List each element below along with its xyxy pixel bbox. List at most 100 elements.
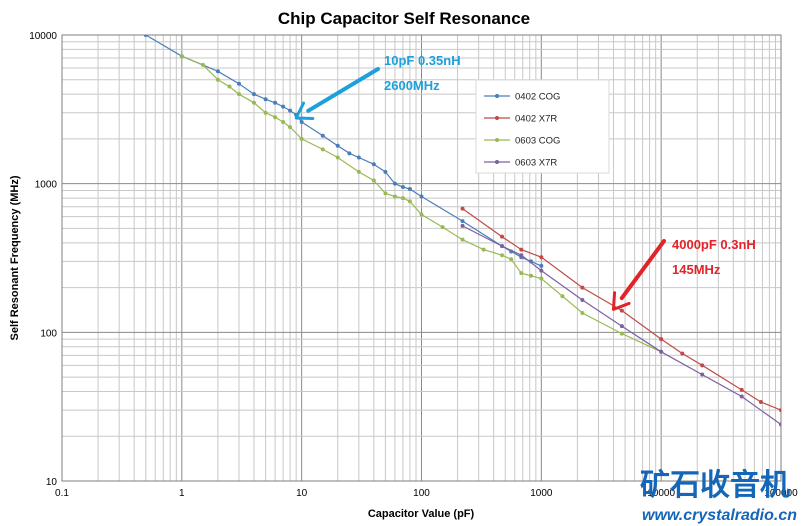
series-0402-cog bbox=[143, 35, 544, 268]
legend-marker bbox=[495, 116, 499, 120]
chart-title: Chip Capacitor Self Resonance bbox=[278, 9, 530, 28]
data-point bbox=[509, 257, 514, 262]
data-point bbox=[273, 115, 278, 120]
data-point bbox=[320, 133, 325, 138]
series-line bbox=[462, 208, 781, 411]
data-point bbox=[500, 244, 505, 249]
data-point bbox=[700, 372, 705, 377]
data-point bbox=[440, 225, 445, 230]
data-point bbox=[400, 184, 405, 189]
data-point bbox=[383, 191, 388, 196]
legend-label: 0402 COG bbox=[515, 92, 560, 103]
data-point bbox=[519, 247, 524, 252]
data-point bbox=[320, 147, 325, 152]
data-point bbox=[356, 169, 361, 174]
y-tick-label: 1000 bbox=[35, 180, 58, 191]
data-point bbox=[356, 155, 361, 160]
data-point bbox=[560, 294, 565, 299]
legend-marker bbox=[495, 160, 499, 164]
legend-marker bbox=[495, 94, 499, 98]
data-point bbox=[460, 206, 465, 211]
legend: 0402 COG 0402 X7R 0603 COG 0603 X7R bbox=[475, 79, 610, 174]
tick-labels: 0.1 1 10 100 1000 10000 100000 10 100 1000 10000 bbox=[29, 31, 798, 499]
data-point bbox=[288, 108, 293, 113]
annotation-arrow-red bbox=[611, 239, 666, 311]
y-axis-title: Self Resonant Frequency (MHz) bbox=[9, 175, 21, 340]
annotations: 10pF 0.35nH 2600MHz 4000pF 0.3nH 145MHz bbox=[294, 53, 756, 311]
data-point bbox=[779, 408, 781, 413]
annotation-arrow-shaft bbox=[619, 239, 666, 301]
series-0402-x7r bbox=[460, 206, 781, 413]
data-point bbox=[215, 69, 220, 74]
data-point bbox=[392, 181, 397, 186]
data-point bbox=[392, 194, 397, 199]
legend-label: 0603 COG bbox=[515, 136, 560, 147]
series-0603-x7r bbox=[460, 223, 781, 427]
data-point bbox=[179, 54, 184, 59]
annotation-red-line2: 145MHz bbox=[672, 262, 721, 277]
data-point bbox=[659, 337, 664, 342]
data-point bbox=[251, 100, 256, 105]
data-point bbox=[739, 394, 744, 399]
y-tick-label: 10000 bbox=[29, 31, 57, 42]
x-tick-label: 100 bbox=[413, 488, 430, 499]
x-tick-label: 0.1 bbox=[55, 488, 69, 499]
data-point bbox=[529, 273, 534, 278]
annotation-red-line1: 4000pF 0.3nH bbox=[672, 237, 756, 252]
data-point bbox=[299, 136, 304, 141]
legend-label: 0402 X7R bbox=[515, 114, 557, 125]
data-point bbox=[739, 387, 744, 392]
data-point bbox=[539, 268, 544, 273]
x-tick-label: 1000 bbox=[530, 488, 553, 499]
data-point bbox=[619, 324, 624, 329]
data-point bbox=[680, 351, 685, 356]
annotation-blue-line1: 10pF 0.35nH bbox=[384, 53, 461, 68]
data-point bbox=[407, 199, 412, 204]
data-point bbox=[263, 97, 268, 102]
data-point bbox=[580, 310, 585, 315]
data-point bbox=[519, 253, 524, 258]
data-point bbox=[519, 271, 524, 276]
data-point bbox=[460, 223, 465, 228]
series-0603-cog bbox=[179, 54, 664, 354]
data-point bbox=[288, 125, 293, 130]
x-tick-label: 10000 bbox=[647, 488, 675, 499]
legend-label: 0603 X7R bbox=[515, 158, 557, 169]
data-point bbox=[580, 298, 585, 303]
data-point bbox=[281, 119, 286, 124]
watermark-title: 矿石收音机 bbox=[640, 468, 790, 502]
x-axis-title: Capacitor Value (pF) bbox=[368, 508, 475, 520]
data-point bbox=[400, 196, 405, 201]
data-point bbox=[335, 155, 340, 160]
data-point bbox=[200, 62, 205, 67]
y-tick-label: 10 bbox=[46, 477, 58, 488]
annotation-arrow-shaft bbox=[306, 67, 380, 113]
data-point bbox=[460, 237, 465, 242]
data-point bbox=[580, 285, 585, 290]
data-point bbox=[407, 187, 412, 192]
y-tick-label: 100 bbox=[40, 328, 57, 339]
annotation-blue-line2: 2600MHz bbox=[384, 78, 440, 93]
data-point bbox=[227, 84, 232, 89]
annotation-arrow-head bbox=[294, 101, 315, 121]
data-point bbox=[539, 263, 544, 268]
data-point bbox=[237, 92, 242, 97]
data-point bbox=[779, 422, 781, 427]
data-point bbox=[419, 194, 424, 199]
x-tick-label: 100000 bbox=[764, 488, 798, 499]
data-point bbox=[619, 308, 624, 313]
data-point bbox=[215, 77, 220, 82]
annotation-arrow-head bbox=[611, 291, 631, 311]
data-point bbox=[539, 276, 544, 281]
data-point bbox=[419, 212, 424, 217]
data-point bbox=[281, 104, 286, 109]
data-point bbox=[251, 92, 256, 97]
x-tick-label: 1 bbox=[179, 488, 185, 499]
data-point bbox=[758, 399, 763, 404]
data-point bbox=[481, 247, 486, 252]
data-point bbox=[460, 219, 465, 224]
data-point bbox=[539, 255, 544, 260]
data-point bbox=[500, 253, 505, 258]
data-point bbox=[619, 331, 624, 336]
